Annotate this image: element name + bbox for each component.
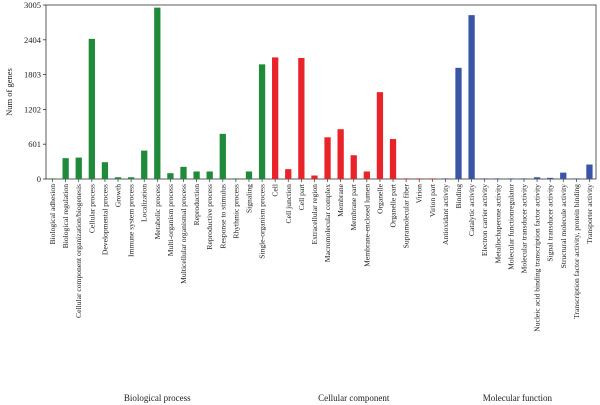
bar xyxy=(232,178,240,179)
x-category-label: Metabolic process xyxy=(153,184,162,240)
x-category-label: Binding xyxy=(454,184,463,209)
x-category-label: Supramolecular fiber xyxy=(402,184,411,249)
x-category-label: Immune system process xyxy=(127,184,136,257)
bar xyxy=(141,150,148,179)
x-category-label: Membrane-enclosed lumen xyxy=(362,184,371,267)
bar xyxy=(337,129,344,179)
x-category-label: Rhythmic process xyxy=(231,184,240,239)
x-category-label: Molecular functionregulator xyxy=(506,184,515,270)
bar xyxy=(560,172,567,179)
bar xyxy=(180,166,187,179)
bar xyxy=(311,175,318,179)
bar xyxy=(481,178,488,179)
y-tick-label: 2404 xyxy=(24,35,42,45)
bar xyxy=(219,133,226,179)
x-category-label: Localization xyxy=(140,184,149,222)
bar xyxy=(533,177,541,179)
y-tick-label: 0 xyxy=(37,174,41,184)
x-category-label: Developmental process xyxy=(100,184,109,255)
x-category-label: Signal transducer activity xyxy=(546,184,555,262)
bar xyxy=(455,67,462,179)
bar xyxy=(285,169,292,179)
x-category-label: Membrane part xyxy=(349,183,358,230)
bar xyxy=(520,178,528,179)
bar xyxy=(62,158,69,179)
bar xyxy=(206,171,213,179)
x-category-label: Nucleic acid binding transcription facto… xyxy=(533,184,542,332)
y-tick-label: 3005 xyxy=(24,0,41,10)
x-category-label: Cellular component organization/biogenes… xyxy=(74,184,83,318)
y-axis-title: Num of genes xyxy=(4,68,14,116)
bar xyxy=(75,157,82,179)
x-category-label: Biological adhesion xyxy=(48,184,57,245)
bar xyxy=(429,178,436,179)
x-category-label: Macromolecular complex xyxy=(323,184,332,262)
x-category-label: Antioxidant activity xyxy=(441,184,450,245)
x-category-label: Catalytic activity xyxy=(467,184,476,236)
bar xyxy=(324,137,331,179)
bar xyxy=(507,178,515,179)
x-category-label: Molecular transducer activity xyxy=(519,184,528,274)
group-label: Biological process xyxy=(124,393,191,403)
bar xyxy=(389,139,397,179)
bar xyxy=(167,173,174,179)
x-category-label: Growth xyxy=(114,184,123,207)
bar xyxy=(272,57,279,179)
x-category-label: Multi-organism process xyxy=(166,184,175,256)
bar xyxy=(101,162,109,179)
y-tick-label: 1803 xyxy=(24,70,41,80)
bar xyxy=(49,178,56,179)
x-category-label: Transcription factor activity, protein b… xyxy=(572,184,581,319)
x-category-label: Transporter activity xyxy=(585,184,594,244)
x-category-label: Cell xyxy=(271,184,280,197)
x-category-label: Cell junction xyxy=(284,184,293,224)
bar xyxy=(376,92,384,179)
bar xyxy=(402,178,410,179)
bar xyxy=(442,178,449,179)
bar xyxy=(363,171,370,179)
x-category-label: Electron carrier activity xyxy=(480,184,489,256)
bar xyxy=(298,57,305,179)
bar xyxy=(193,171,200,179)
x-category-label: Organelle part xyxy=(389,183,398,227)
bar xyxy=(586,164,593,179)
x-category-label: Cell part xyxy=(297,183,306,210)
bar xyxy=(494,178,501,179)
bar xyxy=(573,178,580,179)
x-category-label: Reproduction xyxy=(192,184,201,226)
plot-frame xyxy=(45,4,597,180)
x-category-label: Reproductive process xyxy=(205,184,214,250)
bar xyxy=(258,64,266,179)
bar xyxy=(114,177,122,179)
x-category-label: Response to stimulus xyxy=(218,184,227,249)
x-category-label: Structural molecule activity xyxy=(559,184,568,269)
x-category-label: Single-organism process xyxy=(258,184,267,259)
x-category-label: Extracellular region xyxy=(310,184,319,245)
x-category-label: Cellular process xyxy=(87,184,96,233)
x-category-label: Organelle xyxy=(375,183,384,213)
x-category-label: Metallochaperone activity xyxy=(493,184,502,264)
group-label: Cellular component xyxy=(318,393,390,403)
x-category-label: Signaling xyxy=(244,184,253,213)
bar xyxy=(88,38,95,180)
x-category-label: Multicellular organismal process xyxy=(179,184,188,284)
bar xyxy=(154,7,161,180)
y-tick-label: 1202 xyxy=(24,104,41,114)
x-category-label: Virion xyxy=(415,184,424,204)
x-category-label: Virion part xyxy=(428,183,437,217)
x-category-label: Membrane xyxy=(336,183,345,217)
bar xyxy=(468,15,475,179)
bar xyxy=(547,177,554,179)
bar xyxy=(416,178,423,179)
y-tick-label: 601 xyxy=(28,139,41,149)
bar xyxy=(350,155,357,179)
bar xyxy=(245,171,253,179)
bar xyxy=(127,177,135,179)
x-category-label: Biological regulation xyxy=(61,184,70,249)
group-label: Molecular function xyxy=(483,393,553,403)
